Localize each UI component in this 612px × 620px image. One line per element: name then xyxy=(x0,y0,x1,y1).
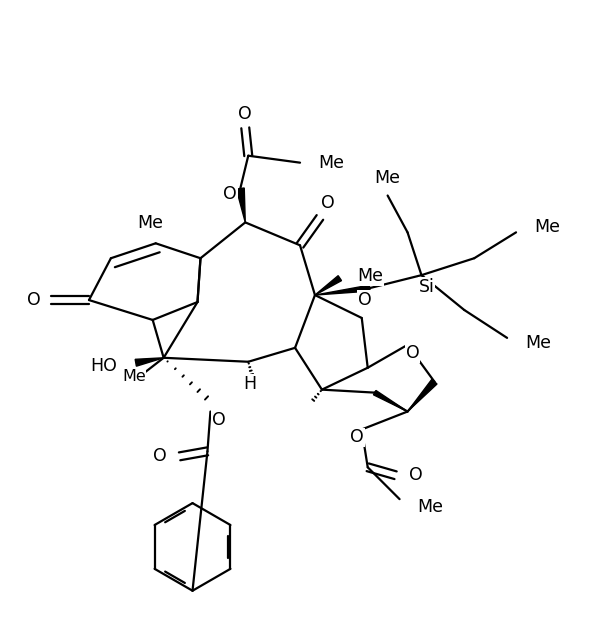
Polygon shape xyxy=(236,188,245,223)
Text: Me: Me xyxy=(357,267,382,285)
Text: O: O xyxy=(28,291,41,309)
Text: O: O xyxy=(212,410,225,428)
Text: Me: Me xyxy=(534,218,560,236)
Text: HO: HO xyxy=(91,356,118,374)
Text: Me: Me xyxy=(417,498,444,516)
Text: O: O xyxy=(321,195,335,213)
Text: Me: Me xyxy=(138,215,163,232)
Text: Si: Si xyxy=(419,278,435,296)
Polygon shape xyxy=(135,358,163,366)
Text: Me: Me xyxy=(122,369,146,384)
Text: O: O xyxy=(406,344,419,362)
Text: Me: Me xyxy=(318,154,344,172)
Text: O: O xyxy=(239,105,252,123)
Polygon shape xyxy=(315,285,370,295)
Polygon shape xyxy=(408,379,437,412)
Text: H: H xyxy=(244,374,257,392)
Text: O: O xyxy=(153,448,166,466)
Text: Me: Me xyxy=(525,334,551,352)
Text: O: O xyxy=(223,185,237,203)
Text: O: O xyxy=(409,466,422,484)
Polygon shape xyxy=(315,276,341,295)
Text: O: O xyxy=(358,291,371,309)
Text: O: O xyxy=(350,428,364,446)
Polygon shape xyxy=(373,391,408,412)
Text: Me: Me xyxy=(375,169,401,187)
